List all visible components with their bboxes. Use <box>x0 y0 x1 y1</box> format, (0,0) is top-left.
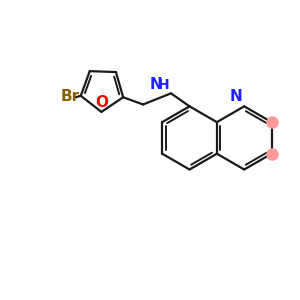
Text: H: H <box>158 78 169 92</box>
Text: O: O <box>95 95 108 110</box>
Text: Br: Br <box>61 89 80 104</box>
Text: N: N <box>230 89 242 104</box>
Text: N: N <box>150 77 163 92</box>
